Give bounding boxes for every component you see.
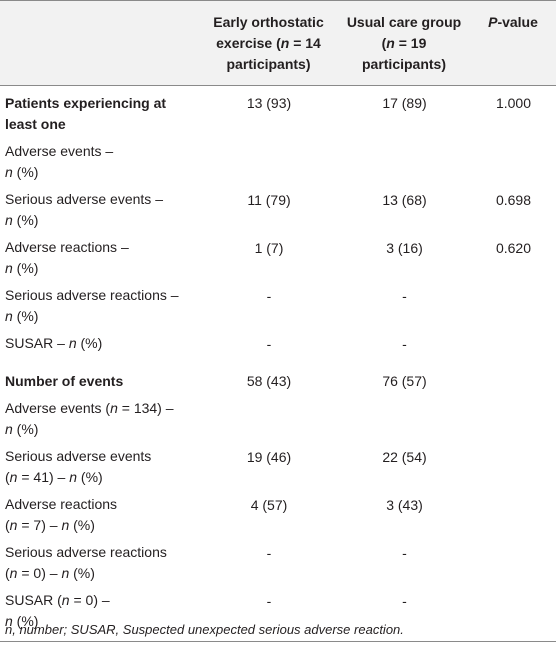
early-exercise-value <box>199 395 338 443</box>
early-exercise-value: 13 (93) <box>246 95 292 111</box>
row-label: SUSAR – n (%) <box>5 335 103 351</box>
early-exercise-value: 4 (57) <box>250 497 288 513</box>
row-label: Serious adverse reactions (n = 0) – n (%) <box>5 544 167 581</box>
usual-care-value: - <box>402 288 407 304</box>
row-label: Adverse reactions (n = 7) – n (%) <box>5 496 118 533</box>
row-label: Number of events <box>5 373 124 389</box>
header-empty-cell <box>0 0 199 86</box>
table-row: Patients experiencing at least one 13 (93… <box>0 86 556 139</box>
row-label: Adverse events (n = 134) – n (%) <box>5 400 174 437</box>
p-value <box>470 491 556 539</box>
row-label: Adverse reactions – n (%) <box>5 239 129 276</box>
early-exercise-value: 19 (46) <box>246 449 292 465</box>
table-row: Adverse reactions – n (%) 1 (7) 3 (16) 0.… <box>0 234 556 282</box>
table-row: Serious adverse reactions (n = 0) – n (%)… <box>0 539 556 587</box>
table-row: Serious adverse reactions – n (%) - - <box>0 282 556 330</box>
p-value <box>470 330 556 364</box>
table-row: SUSAR – n (%) - - <box>0 330 556 364</box>
table-row: Adverse events – n (%) <box>0 138 556 186</box>
p-value: 1.000 <box>495 95 532 111</box>
early-exercise-value <box>199 138 338 186</box>
row-label: SUSAR (n = 0) – n (%) <box>0 587 199 642</box>
row-label: Serious adverse events – n (%) <box>5 191 163 228</box>
header-usual-care-group: Usual care group (n = 19 participants) <box>338 0 470 86</box>
early-exercise-value: 11 (79) <box>247 192 291 208</box>
table-footnote: n, number; SUSAR, Suspected unexpected s… <box>5 622 404 637</box>
p-value <box>470 282 556 330</box>
table-row: Serious adverse events – n (%) 11 (79) 13… <box>0 186 556 234</box>
row-label: Serious adverse reactions – n (%) <box>5 287 179 324</box>
p-value: 0.698 <box>495 192 532 208</box>
table-row: Serious adverse events (n = 41) – n (%) 1… <box>0 443 556 491</box>
early-exercise-value: - <box>199 587 338 642</box>
p-value <box>470 364 556 395</box>
usual-care-value: 22 (54) <box>382 449 427 465</box>
usual-care-value: 17 (89) <box>382 95 427 111</box>
p-value <box>470 443 556 491</box>
usual-care-value <box>338 395 470 443</box>
usual-care-value: 13 (68) <box>382 192 427 208</box>
usual-care-value: - <box>402 545 407 561</box>
early-exercise-value: 1 (7) <box>254 240 284 256</box>
p-value <box>470 539 556 587</box>
early-exercise-value: 58 (43) <box>246 373 292 389</box>
usual-care-value: - <box>338 587 470 642</box>
early-exercise-value: - <box>266 288 272 304</box>
p-value <box>470 138 556 186</box>
header-p-value: P-value <box>470 0 556 86</box>
table-row: Number of events 58 (43) 76 (57) <box>0 364 556 395</box>
early-exercise-value: - <box>266 545 272 561</box>
table-header-row: Early orthostatic exercise (n = 14 parti… <box>0 0 556 86</box>
header-early-orthostatic-exercise: Early orthostatic exercise (n = 14 parti… <box>199 0 338 86</box>
row-label: Adverse events – n (%) <box>5 143 114 180</box>
table-row: Adverse reactions (n = 7) – n (%) 4 (57) … <box>0 491 556 539</box>
row-label: Serious adverse events (n = 41) – n (%) <box>5 448 152 485</box>
usual-care-value: 3 (16) <box>386 240 423 256</box>
p-value <box>470 395 556 443</box>
usual-care-value: - <box>402 336 407 352</box>
usual-care-value: 3 (43) <box>386 497 423 513</box>
usual-care-value: 76 (57) <box>382 373 427 389</box>
p-value: 0.620 <box>495 240 532 256</box>
p-value <box>470 587 556 642</box>
table-row: Adverse events (n = 134) – n (%) <box>0 395 556 443</box>
usual-care-value <box>338 138 470 186</box>
early-exercise-value: - <box>266 336 272 352</box>
row-label: Patients experiencing at least one <box>5 95 167 132</box>
table-row: SUSAR (n = 0) – n (%) - - <box>0 587 556 642</box>
